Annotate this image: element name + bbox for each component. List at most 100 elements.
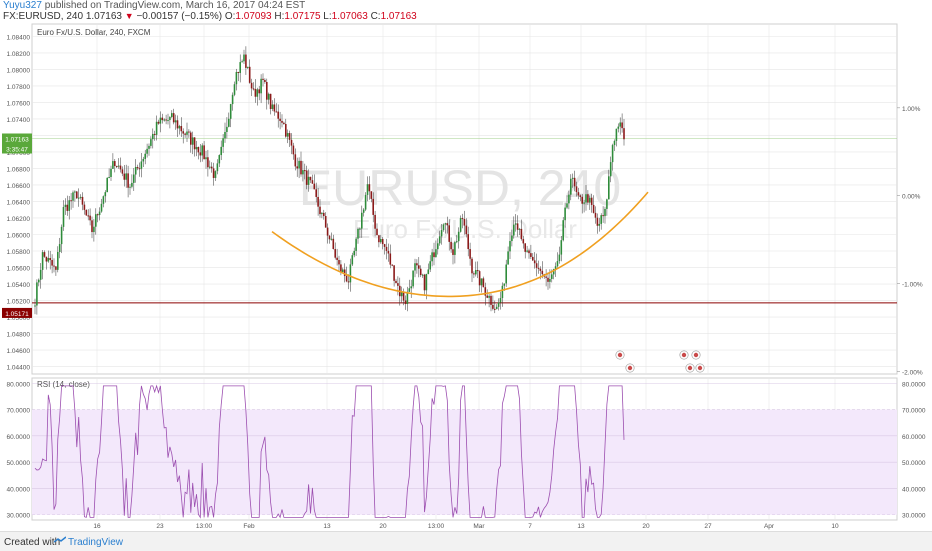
candle-body	[566, 203, 568, 208]
candle-body	[609, 162, 612, 177]
candle-body	[245, 54, 247, 68]
y-tick-label: 1.05800	[7, 249, 31, 256]
candle-body	[313, 183, 316, 190]
candle-body	[307, 176, 310, 185]
high-value: 1.07175	[284, 11, 321, 22]
candle-body	[239, 62, 241, 73]
candle-body	[347, 281, 350, 283]
candle-body	[93, 226, 95, 233]
event-dot-icon	[617, 352, 623, 358]
x-tick-label: Feb	[243, 523, 255, 530]
candle-body	[471, 258, 473, 274]
rounding-bottom-curve[interactable]	[271, 191, 649, 298]
y-tick-label: 1.06200	[7, 216, 31, 223]
candle-body	[144, 153, 146, 159]
candle-body	[532, 256, 534, 261]
x-tick-label: 13	[323, 523, 331, 530]
candle-body	[419, 268, 422, 276]
y-tick-label: 1.08400	[7, 34, 31, 41]
candle-body	[178, 126, 181, 129]
event-dot-icon	[697, 365, 703, 371]
event-markers	[615, 350, 705, 373]
candle-body	[228, 118, 230, 127]
y-tick-label: 1.06800	[7, 166, 31, 173]
current-price-text: 1.07163	[5, 136, 29, 143]
candle-body	[121, 169, 124, 174]
candle-body	[148, 145, 150, 149]
candle-body	[222, 138, 224, 147]
candle-body	[81, 196, 84, 205]
candle-body	[349, 264, 352, 283]
candle-body	[494, 308, 496, 310]
level-text: 1.05171	[5, 311, 29, 318]
candle-body	[374, 214, 376, 229]
y-tick-label: 1.06000	[7, 232, 31, 239]
candle-body	[577, 192, 580, 196]
right-percent-axis: -2.00% -1.00% 0.00% 1.00%	[897, 106, 923, 376]
candle-body	[104, 192, 107, 197]
symbol-timeframe: FX:EURUSD, 240	[3, 11, 84, 22]
x-tick-label: 20	[642, 523, 650, 530]
candle-body	[499, 298, 502, 303]
open-value: 1.07093	[235, 11, 272, 22]
candle-body	[203, 145, 205, 160]
candle-body	[617, 126, 620, 129]
candle-body	[387, 250, 390, 254]
candle-body	[250, 82, 253, 89]
candle-body	[252, 88, 255, 90]
candle-body	[448, 225, 450, 242]
candle-body	[209, 166, 211, 168]
candle-body	[167, 120, 169, 122]
time-axis: 16 23 13:00 Feb 13 20 13:00 Mar 7 13 20 27 Apr 10	[93, 523, 839, 530]
candle-body	[380, 238, 382, 243]
candle-body	[163, 119, 165, 121]
candle-body	[296, 166, 298, 169]
candle-body	[431, 252, 433, 262]
candle-body	[76, 191, 78, 199]
created-with-text: Created with	[4, 537, 61, 548]
candle-body	[368, 184, 371, 192]
candle-body	[165, 119, 167, 121]
y-tick-label: 1.08000	[7, 67, 31, 74]
candle-body	[131, 182, 133, 187]
candle-body	[433, 252, 435, 258]
candle-body	[106, 177, 108, 193]
candle-body	[558, 254, 561, 262]
candle-body	[353, 250, 355, 256]
rsi-tick-label-right: 50.0000	[902, 460, 926, 467]
tradingview-link[interactable]: TradingView	[68, 537, 124, 548]
candle-body	[51, 260, 53, 266]
candle-body	[397, 283, 399, 286]
candle-body	[541, 270, 544, 275]
candle-body	[155, 121, 158, 135]
candle-body	[497, 302, 500, 307]
candle-body	[359, 228, 361, 230]
down-arrow-icon: ▼	[124, 11, 134, 21]
candle-body	[452, 249, 454, 255]
candle-body	[279, 118, 281, 121]
candle-body	[214, 171, 217, 178]
candle-body	[277, 111, 279, 119]
candle-body	[492, 304, 494, 309]
candle-body	[172, 113, 175, 123]
candle-body	[330, 238, 333, 240]
candle-body	[596, 217, 599, 226]
author-link[interactable]: Yuyu327	[3, 0, 42, 11]
event-dot-icon	[693, 352, 699, 358]
candle-body	[361, 212, 363, 229]
candle-body	[332, 238, 335, 250]
candle-body	[459, 218, 462, 232]
candle-body	[127, 173, 129, 188]
candle-body	[326, 227, 329, 236]
price-chart[interactable]: EURUSD, 240 Euro Fx/U.S. Dollar Euro Fx/…	[0, 0, 932, 531]
rsi-tick-label-right: 30.0000	[902, 513, 926, 520]
candle-body	[507, 251, 509, 265]
candle-body	[74, 191, 76, 193]
y-tick-label: 1.04400	[7, 365, 31, 372]
candle-body	[62, 206, 65, 227]
candle-body	[102, 196, 105, 204]
candle-body	[323, 212, 325, 217]
candle-body	[414, 263, 416, 271]
candle-body	[549, 278, 551, 282]
candle-body	[429, 261, 431, 270]
